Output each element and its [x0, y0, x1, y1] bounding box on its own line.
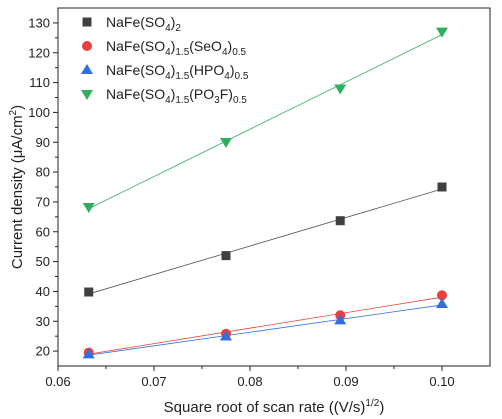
x-tick-label: 0.10 [429, 374, 454, 389]
legend-label-series-2: NaFe(SO4)1.5(SeO4)0.5 [106, 38, 247, 58]
y-tick-label: 60 [36, 224, 50, 239]
legend-label-series-1: NaFe(SO4)2 [106, 14, 181, 34]
y-tick-label: 100 [28, 105, 50, 120]
legend-marker-series-1 [82, 17, 92, 27]
legend: NaFe(SO4)2 NaFe(SO4)1.5(SeO4)0.5 NaFe(SO4)… [81, 14, 249, 106]
point-series-2 [437, 290, 447, 301]
y-tick-label: 30 [36, 314, 50, 329]
point-series-3 [436, 297, 448, 308]
point-series-3 [220, 330, 232, 341]
point-series-4 [82, 202, 95, 213]
y-tick-label: 90 [36, 135, 50, 150]
fit-line-series-4 [88, 34, 443, 210]
legend-marker-series-2 [82, 41, 92, 51]
fit-lines [88, 34, 443, 356]
legend-label-series-3: NaFe(SO4)1.5(HPO4)0.5 [106, 62, 249, 82]
legend-marker-series-3 [81, 64, 93, 74]
fit-line-series-2 [88, 296, 443, 355]
y-tick-label: 80 [36, 165, 50, 180]
fit-line-series-1 [88, 188, 443, 295]
x-axis-title: Square root of scan rate ((V/s)1/2) [164, 398, 385, 416]
y-tick-label: 20 [36, 344, 50, 359]
fit-line-series-3 [88, 304, 443, 356]
point-series-1 [84, 287, 94, 297]
data-points [82, 27, 448, 359]
x-axis: 0.06 0.07 0.08 0.09 0.10 [45, 366, 455, 389]
y-tick-label: 70 [36, 194, 50, 209]
x-tick-label: 0.08 [237, 374, 262, 389]
x-tick-label: 0.06 [45, 374, 70, 389]
legend-label-series-4: NaFe(SO4)1.5(PO3F)0.5 [106, 86, 247, 106]
y-tick-label: 130 [28, 15, 50, 30]
y-tick-label: 110 [29, 75, 50, 90]
point-series-3 [334, 314, 347, 325]
y-tick-label: 40 [36, 284, 50, 299]
point-series-4 [436, 27, 448, 38]
legend-marker-series-4 [81, 90, 93, 100]
point-series-1 [437, 182, 447, 192]
point-series-4 [220, 137, 232, 148]
point-series-1 [335, 216, 345, 226]
x-tick-label: 0.09 [333, 374, 358, 389]
y-axis-title: Current density (μA/cm2) [8, 105, 26, 269]
y-axis: 20 30 40 50 60 70 80 90 100 110 120 130 [28, 15, 58, 359]
point-series-3 [82, 348, 95, 359]
y-tick-label: 120 [28, 45, 50, 60]
y-tick-label: 50 [36, 254, 50, 269]
point-series-4 [334, 84, 347, 95]
x-tick-label: 0.07 [141, 374, 166, 389]
point-series-1 [221, 251, 231, 261]
